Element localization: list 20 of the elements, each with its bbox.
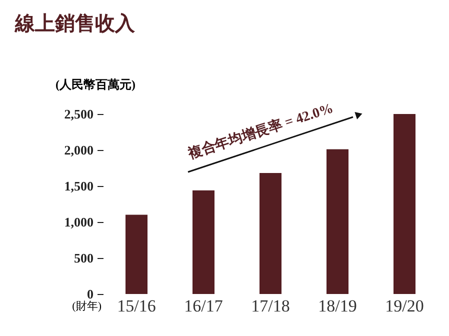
bar — [192, 190, 214, 294]
y-axis-title: (人民幣百萬元) — [56, 78, 136, 92]
y-tick-label: 1,500 — [64, 178, 94, 194]
bar — [326, 149, 348, 294]
x-tick-label: 19/20 — [385, 296, 424, 316]
y-tick-label: 2,500 — [64, 106, 94, 122]
bar — [260, 173, 282, 294]
x-tick-label: 18/19 — [318, 296, 357, 316]
y-tick-label: 1,000 — [64, 214, 94, 230]
y-tick-label: 2,000 — [64, 142, 94, 158]
x-tick-label: 16/17 — [184, 296, 224, 316]
annotation: 複合年均增長率 = 42.0% — [185, 99, 336, 163]
y-tick-label: 500 — [74, 250, 94, 266]
y-tick-label: 0 — [87, 286, 94, 302]
x-tick-label: 15/16 — [117, 296, 156, 316]
chart-title: 線上銷售收入 — [14, 12, 136, 35]
x-tick-label: 17/18 — [251, 296, 290, 316]
bar — [126, 214, 148, 294]
bar — [394, 114, 416, 294]
x-axis-title: (財年) — [72, 300, 102, 312]
